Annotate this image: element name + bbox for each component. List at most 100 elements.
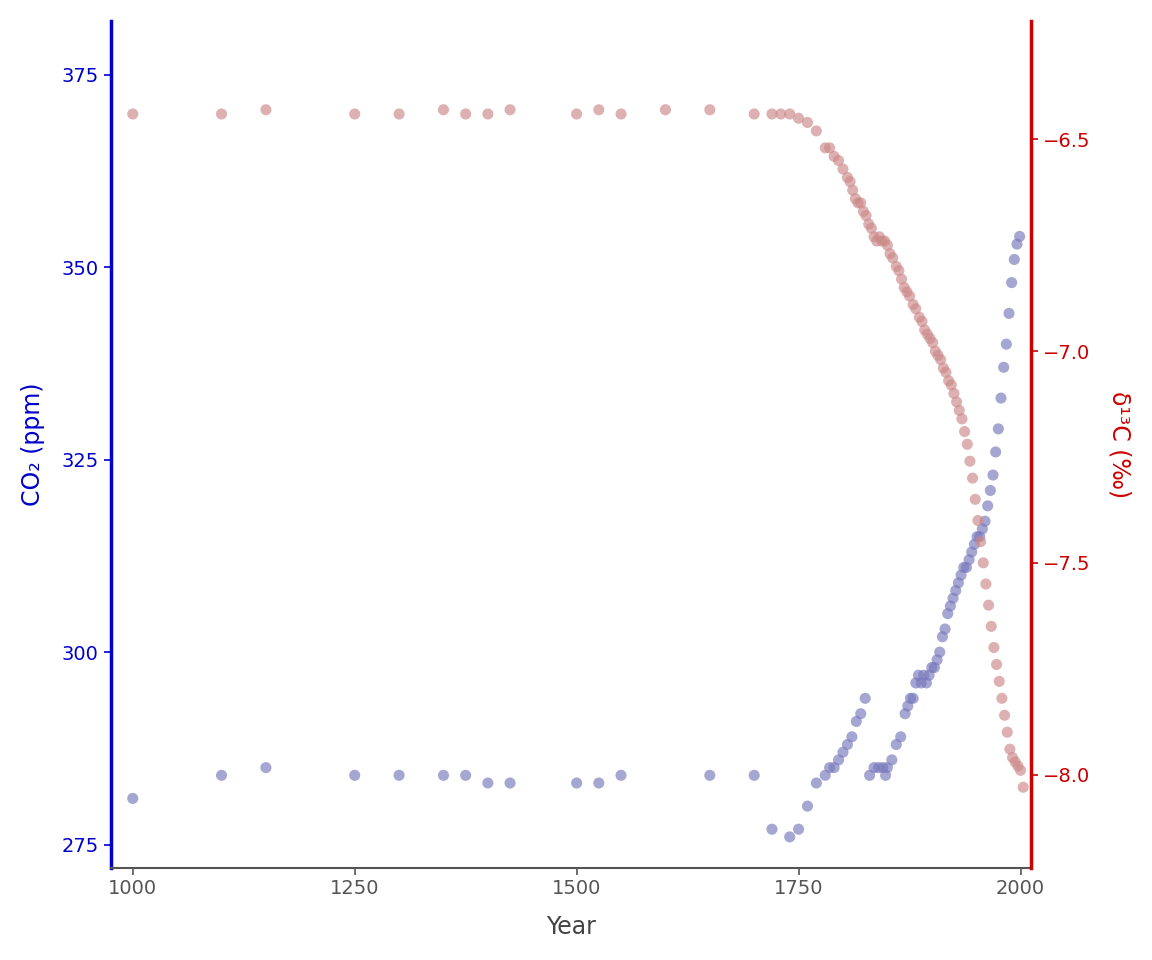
Point — [870, 760, 888, 776]
Point — [968, 529, 986, 544]
Point — [986, 444, 1005, 460]
Point — [904, 297, 923, 312]
Point — [901, 690, 919, 706]
Point — [123, 107, 142, 122]
Point — [834, 161, 852, 177]
Point — [501, 776, 520, 791]
Point — [916, 323, 934, 338]
Point — [212, 107, 230, 122]
Point — [789, 110, 808, 126]
Point — [878, 760, 896, 776]
Point — [950, 402, 969, 418]
Point — [973, 521, 992, 537]
Point — [982, 618, 1000, 634]
Point — [935, 621, 954, 636]
Point — [434, 768, 453, 783]
Point — [825, 149, 843, 164]
Point — [982, 483, 1000, 498]
Point — [998, 725, 1016, 740]
Point — [1001, 741, 1020, 756]
Point — [893, 272, 911, 287]
Point — [924, 335, 942, 350]
Point — [700, 768, 719, 783]
Point — [434, 102, 453, 117]
Point — [970, 529, 988, 544]
Point — [865, 229, 884, 245]
Point — [456, 768, 475, 783]
Point — [700, 102, 719, 117]
Point — [834, 745, 852, 760]
Point — [1008, 236, 1026, 252]
Point — [915, 667, 933, 683]
Point — [953, 411, 971, 426]
Point — [789, 822, 808, 837]
Point — [847, 191, 865, 206]
Point — [745, 107, 764, 122]
Point — [987, 657, 1006, 672]
Point — [943, 590, 962, 606]
Point — [929, 348, 947, 363]
Point — [931, 644, 949, 660]
Point — [955, 424, 973, 440]
Point — [920, 667, 939, 683]
Point — [781, 829, 799, 845]
Point — [1005, 252, 1023, 267]
Point — [873, 233, 892, 249]
Y-axis label: δ¹³C (‰): δ¹³C (‰) — [1107, 391, 1131, 498]
Point — [816, 768, 834, 783]
Point — [977, 576, 995, 591]
Point — [870, 229, 888, 245]
Point — [963, 544, 982, 560]
Point — [969, 513, 987, 528]
Point — [867, 233, 886, 249]
Point — [877, 768, 895, 783]
Point — [1006, 755, 1024, 770]
Point — [829, 153, 848, 168]
Point — [346, 107, 364, 122]
X-axis label: Year: Year — [546, 915, 596, 939]
Point — [965, 537, 984, 552]
Point — [820, 760, 839, 776]
Point — [926, 344, 945, 359]
Point — [257, 760, 275, 776]
Point — [123, 791, 142, 806]
Point — [947, 395, 965, 410]
Point — [957, 560, 976, 575]
Point — [612, 107, 630, 122]
Point — [910, 309, 929, 324]
Point — [971, 534, 990, 549]
Point — [843, 182, 862, 198]
Point — [887, 737, 905, 753]
Point — [808, 123, 826, 138]
Point — [907, 675, 925, 690]
Point — [912, 314, 931, 329]
Point — [963, 470, 982, 486]
Point — [993, 690, 1011, 706]
Point — [925, 660, 943, 675]
Point — [933, 629, 952, 644]
Point — [979, 597, 998, 612]
Point — [841, 174, 859, 189]
Point — [568, 107, 586, 122]
Point — [763, 107, 781, 122]
Point — [990, 421, 1008, 437]
Point — [899, 698, 917, 713]
Point — [901, 288, 919, 303]
Point — [829, 753, 848, 768]
Point — [939, 373, 957, 389]
Point — [955, 560, 973, 575]
Point — [960, 552, 978, 567]
Point — [949, 575, 968, 590]
Point — [897, 284, 916, 300]
Point — [918, 326, 937, 342]
Point — [257, 102, 275, 117]
Point — [808, 776, 826, 791]
Point — [839, 737, 857, 753]
Point — [612, 768, 630, 783]
Point — [927, 652, 946, 667]
Point — [478, 107, 497, 122]
Point — [878, 237, 896, 252]
Point — [884, 251, 902, 266]
Point — [978, 498, 996, 514]
Point — [389, 107, 408, 122]
